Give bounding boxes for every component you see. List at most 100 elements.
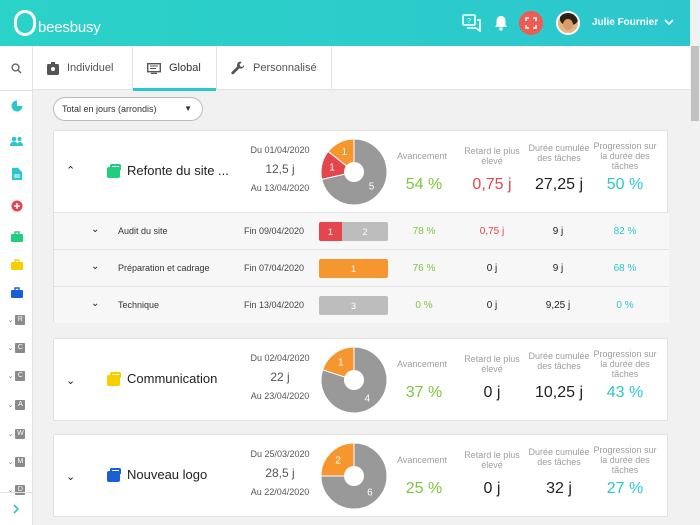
project-end-date: Au 13/04/2020: [250, 183, 310, 193]
sidebar-dashboard[interactable]: [0, 96, 33, 116]
status-bar-segment: 1: [319, 222, 342, 241]
expand-chevron-icon[interactable]: ⌄: [91, 261, 100, 272]
pie-slice-label: 6: [367, 487, 373, 498]
fullscreen-button[interactable]: [519, 11, 543, 35]
metric-header-delay: Retard le plus élevé: [464, 146, 520, 166]
sidebar-project-1[interactable]: ⌄ C: [0, 338, 33, 358]
sidebar-project-0[interactable]: ⌄ R: [0, 310, 33, 330]
pie-slice-label: 4: [364, 394, 370, 405]
sidebar-project-yellow[interactable]: [0, 254, 33, 274]
metric-value-duration: 10,25 j: [534, 384, 584, 401]
status-bar-segment: 1: [319, 259, 388, 278]
chevron-down-icon: ⌄: [7, 431, 14, 438]
metric-header-progress: Avancement: [397, 455, 447, 465]
briefcase-icon: [107, 372, 121, 386]
monitor-icon: [147, 62, 161, 74]
chat-icon[interactable]: ?: [462, 14, 482, 32]
pie-slice: [321, 346, 355, 381]
users-icon: [10, 136, 23, 146]
project-name[interactable]: Refonte du site ...: [127, 163, 229, 178]
pie-slice-label: 1: [341, 147, 347, 158]
sidebar-search[interactable]: [0, 58, 33, 78]
sidebar-expand[interactable]: [0, 499, 33, 519]
metric-value-progress: 25 %: [405, 480, 443, 497]
scrollbar-track[interactable]: [690, 0, 700, 525]
briefcase-icon: [10, 286, 23, 298]
subtask-progress: 0 %: [415, 300, 433, 311]
project-letter-icon: R: [15, 315, 26, 325]
metric-value-delay: 0 j: [483, 384, 501, 401]
subtask-delay: 0 j: [486, 263, 498, 274]
chevron-down-icon: ⌄: [7, 317, 14, 324]
subtask-row[interactable]: ⌄ Préparation et cadrage Fin 07/04/2020 1 76…: [54, 249, 669, 286]
pie-hole: [344, 370, 364, 390]
status-bar-segment: 3: [319, 296, 388, 315]
metric-header-duration: Durée cumulée des tâches: [528, 143, 590, 163]
pie-hole: [344, 162, 364, 182]
project-start-date: Du 25/03/2020: [250, 449, 310, 459]
subtask-rate: 0 %: [616, 300, 634, 311]
metric-value-rate: 43 %: [606, 384, 644, 401]
subtask-duration: 9,25 j: [545, 300, 571, 311]
beesbusy-logo-icon: [14, 10, 36, 36]
user-avatar[interactable]: [556, 11, 580, 35]
project-letter-icon: D: [15, 485, 26, 495]
sidebar-project-green[interactable]: [0, 226, 33, 246]
document-icon: [11, 168, 22, 180]
scrollbar-thumb[interactable]: [691, 46, 699, 121]
metric-header-rate: Progression sur la durée des tâches: [593, 141, 657, 171]
subtask-duration: 9 j: [552, 263, 564, 274]
user-name[interactable]: Julie Fournier: [592, 17, 659, 28]
chevron-down-icon[interactable]: [664, 19, 674, 26]
sidebar-documents[interactable]: [0, 164, 33, 184]
sidebar-project-6[interactable]: ⌄ D: [0, 480, 33, 500]
metric-value-rate: 50 %: [606, 176, 644, 193]
app-name: beesbusy: [38, 18, 101, 36]
subtask-end-date: Fin 13/04/2020: [244, 300, 305, 310]
tab-global[interactable]: Global: [133, 46, 217, 91]
project-name[interactable]: Communication: [127, 371, 218, 386]
metric-header-progress: Avancement: [397, 151, 447, 161]
subtask-row[interactable]: ⌄ Technique Fin 13/04/2020 3 0 % 0 j 9,25 j 0 %: [54, 286, 669, 323]
project-letter-icon: M: [15, 457, 26, 467]
view-tabs: Individuel Global Personnalisé: [33, 46, 690, 91]
project-start-date: Du 01/04/2020: [250, 145, 310, 155]
expand-chevron-icon[interactable]: ⌃: [66, 165, 76, 177]
expand-chevron-icon[interactable]: ⌄: [66, 375, 76, 387]
project-name[interactable]: Nouveau logo: [127, 467, 208, 482]
expand-chevron-icon[interactable]: ⌄: [91, 298, 100, 309]
tab-personnalise[interactable]: Personnalisé: [217, 46, 332, 90]
add-circle-icon: [11, 200, 22, 212]
subtask-status-bar: 3: [319, 296, 388, 315]
subtask-rate: 68 %: [613, 263, 637, 274]
subtask-end-date: Fin 07/04/2020: [244, 263, 305, 273]
expand-chevron-icon[interactable]: ⌄: [91, 224, 100, 235]
sidebar-project-2[interactable]: ⌄ C: [0, 366, 33, 386]
expand-chevron-icon[interactable]: ⌄: [66, 471, 76, 483]
sidebar-project-4[interactable]: ⌄ W: [0, 424, 33, 444]
metric-value-delay: 0,75 j: [472, 176, 512, 193]
metric-value-progress: 54 %: [405, 176, 443, 193]
tab-individuel[interactable]: Individuel: [33, 46, 133, 90]
tab-label: Personnalisé: [253, 62, 317, 74]
sidebar-project-3[interactable]: ⌄ A: [0, 395, 33, 415]
project-dates: Du 02/04/2020 22 j Au 23/04/2020: [240, 353, 320, 401]
sidebar-team[interactable]: [0, 131, 33, 151]
caret-down-icon: ▼: [184, 104, 192, 113]
unit-select[interactable]: Total en jours (arrondis) ▼: [53, 97, 203, 121]
chevron-right-icon: [13, 504, 20, 514]
sidebar-project-blue[interactable]: [0, 282, 33, 302]
chevron-down-icon: ⌄: [7, 459, 14, 466]
badge-icon: [47, 61, 59, 75]
sidebar-project-5[interactable]: ⌄ M: [0, 452, 33, 472]
app-logo[interactable]: beesbusy: [14, 10, 101, 36]
bell-icon[interactable]: [494, 15, 508, 31]
subtask-row[interactable]: ⌄ Audit du site Fin 09/04/2020 1 2 78 % 0,75 j…: [54, 212, 669, 249]
metric-header-delay: Retard le plus élevé: [464, 450, 520, 470]
pie-slice-label: 1: [338, 357, 344, 368]
sidebar-add[interactable]: [0, 196, 33, 216]
